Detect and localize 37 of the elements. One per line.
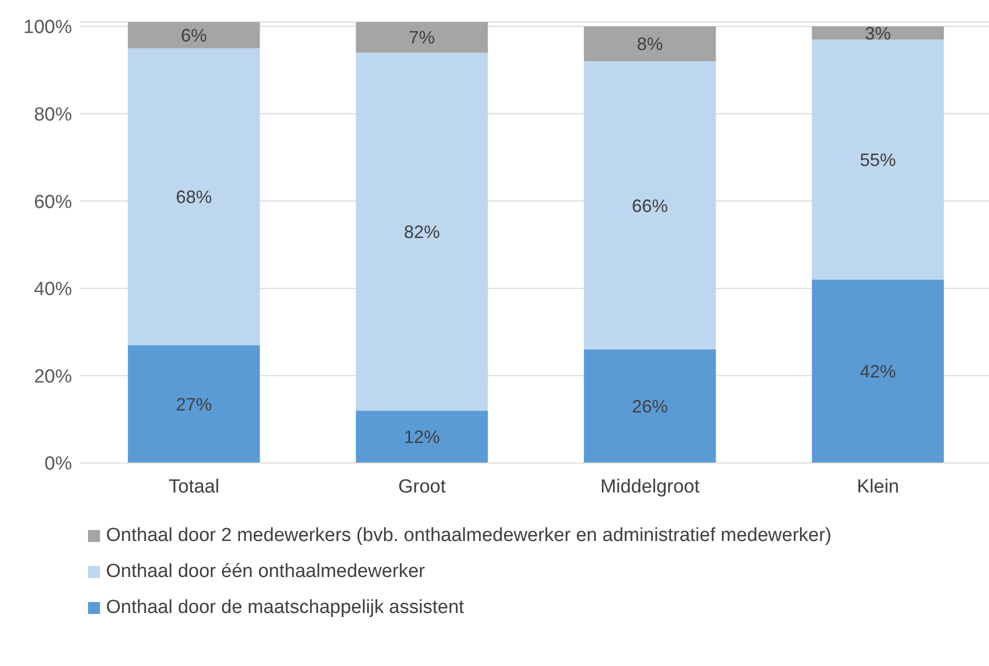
y-tick-label: 20% — [34, 366, 72, 388]
legend-label: Onthaal door 2 medewerkers (bvb. onthaalmedewerker en administratief medewerker) — [106, 525, 832, 547]
data-label: 55% — [860, 150, 896, 170]
x-tick-label: Totaal — [168, 476, 220, 498]
bar — [584, 61, 716, 350]
y-tick-label: 80% — [34, 104, 72, 126]
data-label: 8% — [636, 34, 663, 54]
legend-label: Onthaal door één onthaalmedewerker — [106, 561, 425, 583]
data-label: 7% — [408, 28, 435, 48]
x-tick-label: Middelgroot — [600, 476, 700, 498]
data-label: 3% — [864, 23, 891, 44]
data-label: 6% — [180, 25, 207, 46]
data-label: 66% — [632, 196, 668, 216]
data-label: 42% — [860, 362, 896, 382]
data-label: 26% — [632, 396, 668, 417]
y-tick-label: 0% — [44, 454, 72, 475]
bar — [812, 280, 944, 463]
y-tick-label: 60% — [34, 192, 72, 213]
bar — [128, 345, 260, 463]
bar — [128, 48, 260, 346]
data-label: 12% — [404, 427, 440, 448]
bar — [812, 39, 944, 280]
bar — [812, 26, 944, 40]
x-tick-label: Klein — [856, 476, 900, 498]
data-label: 82% — [404, 222, 440, 242]
bar — [356, 410, 488, 463]
bar — [128, 22, 260, 48]
bar — [584, 26, 716, 62]
x-tick-label: Groot — [398, 476, 446, 498]
bar — [356, 22, 488, 53]
y-tick-label: 40% — [34, 279, 72, 300]
data-label: 68% — [176, 187, 212, 208]
y-tick-label: 100% — [23, 17, 72, 38]
legend-label: Onthaal door de maatschappelijk assistent — [106, 597, 464, 619]
bar — [584, 349, 716, 463]
data-label: 27% — [176, 394, 212, 414]
bar — [356, 52, 488, 411]
